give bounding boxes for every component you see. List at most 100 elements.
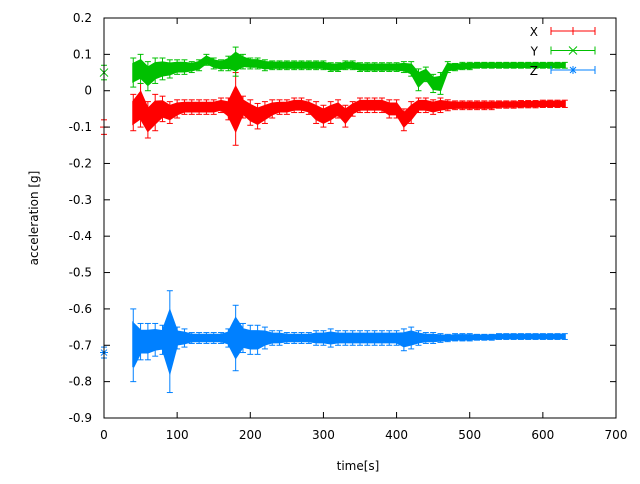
data-point xyxy=(188,332,195,344)
data-point xyxy=(144,101,151,139)
series-band xyxy=(132,308,566,376)
y-tick-label: -0.8 xyxy=(69,375,92,389)
data-point xyxy=(386,99,393,119)
data-point xyxy=(495,100,502,109)
data-point xyxy=(503,333,510,340)
data-point xyxy=(452,100,459,111)
x-tick-label: 0 xyxy=(100,428,108,442)
data-point xyxy=(459,333,466,342)
data-point xyxy=(276,60,283,71)
data-point xyxy=(437,72,444,95)
data-point xyxy=(144,61,151,92)
data-point xyxy=(305,332,312,344)
data-point xyxy=(539,99,546,108)
data-point xyxy=(174,59,181,75)
data-point xyxy=(137,322,144,361)
data-point xyxy=(525,333,532,340)
legend: XYZ xyxy=(530,25,596,78)
data-point xyxy=(269,60,276,71)
data-point xyxy=(291,97,298,114)
data-point xyxy=(298,97,305,114)
data-point xyxy=(254,324,261,355)
data-point xyxy=(408,61,415,77)
data-point xyxy=(459,100,466,111)
data-point xyxy=(261,326,268,350)
x-tick-label: 300 xyxy=(312,428,335,442)
data-point xyxy=(137,53,144,84)
data-point xyxy=(364,330,371,346)
data-point xyxy=(430,332,437,344)
data-point xyxy=(488,333,495,341)
data-point xyxy=(422,97,429,114)
data-point xyxy=(130,93,137,132)
data-point xyxy=(561,333,568,340)
data-point xyxy=(342,60,349,71)
data-point xyxy=(364,62,371,72)
data-point xyxy=(269,330,276,346)
x-tick-label: 700 xyxy=(605,428,628,442)
data-point xyxy=(430,73,437,94)
data-point xyxy=(335,62,342,72)
data-point xyxy=(232,304,239,372)
data-point xyxy=(166,59,173,79)
data-point xyxy=(400,328,407,352)
data-point xyxy=(554,99,561,108)
data-point xyxy=(203,332,210,344)
data-point xyxy=(232,46,239,77)
x-tick-label: 500 xyxy=(458,428,481,442)
data-point xyxy=(481,333,488,341)
data-point xyxy=(313,330,320,346)
data-point xyxy=(386,330,393,346)
data-point xyxy=(225,328,232,348)
data-point xyxy=(525,61,532,69)
data-point xyxy=(144,322,151,361)
data-point xyxy=(269,99,276,119)
data-point xyxy=(254,57,261,70)
data-point xyxy=(554,61,561,69)
data-point xyxy=(481,100,488,111)
data-point xyxy=(152,93,159,132)
data-point xyxy=(474,61,481,69)
data-point xyxy=(283,99,290,115)
data-point xyxy=(378,330,385,346)
data-point xyxy=(261,101,268,124)
data-point xyxy=(130,308,137,383)
data-point xyxy=(459,61,466,71)
legend-item-z: Z xyxy=(530,64,596,78)
data-point xyxy=(393,99,400,119)
series-x xyxy=(100,72,568,146)
data-point xyxy=(218,332,225,344)
data-point xyxy=(152,57,159,84)
y-tick-label: -0.2 xyxy=(69,156,92,170)
data-point xyxy=(305,60,312,71)
data-point xyxy=(400,61,407,74)
data-point xyxy=(166,290,173,394)
data-point xyxy=(188,61,195,74)
data-point xyxy=(415,68,422,92)
data-point xyxy=(225,97,232,121)
data-point xyxy=(335,99,342,119)
data-point xyxy=(547,99,554,108)
series-y xyxy=(99,46,568,95)
data-point xyxy=(247,324,254,355)
data-point xyxy=(378,97,385,114)
data-point xyxy=(510,333,517,340)
data-point xyxy=(181,59,188,75)
data-point xyxy=(510,100,517,109)
data-point xyxy=(422,332,429,344)
data-point xyxy=(554,333,561,340)
data-point xyxy=(364,97,371,114)
data-point xyxy=(371,330,378,346)
data-point xyxy=(291,332,298,344)
legend-marker xyxy=(568,46,578,55)
data-point xyxy=(517,333,524,340)
data-point xyxy=(517,100,524,109)
y-tick-label: -0.7 xyxy=(69,338,92,352)
data-point xyxy=(130,57,137,88)
data-point xyxy=(196,99,203,115)
legend-marker xyxy=(569,66,577,74)
data-point xyxy=(335,330,342,346)
data-point xyxy=(239,53,246,70)
data-point xyxy=(561,61,568,69)
